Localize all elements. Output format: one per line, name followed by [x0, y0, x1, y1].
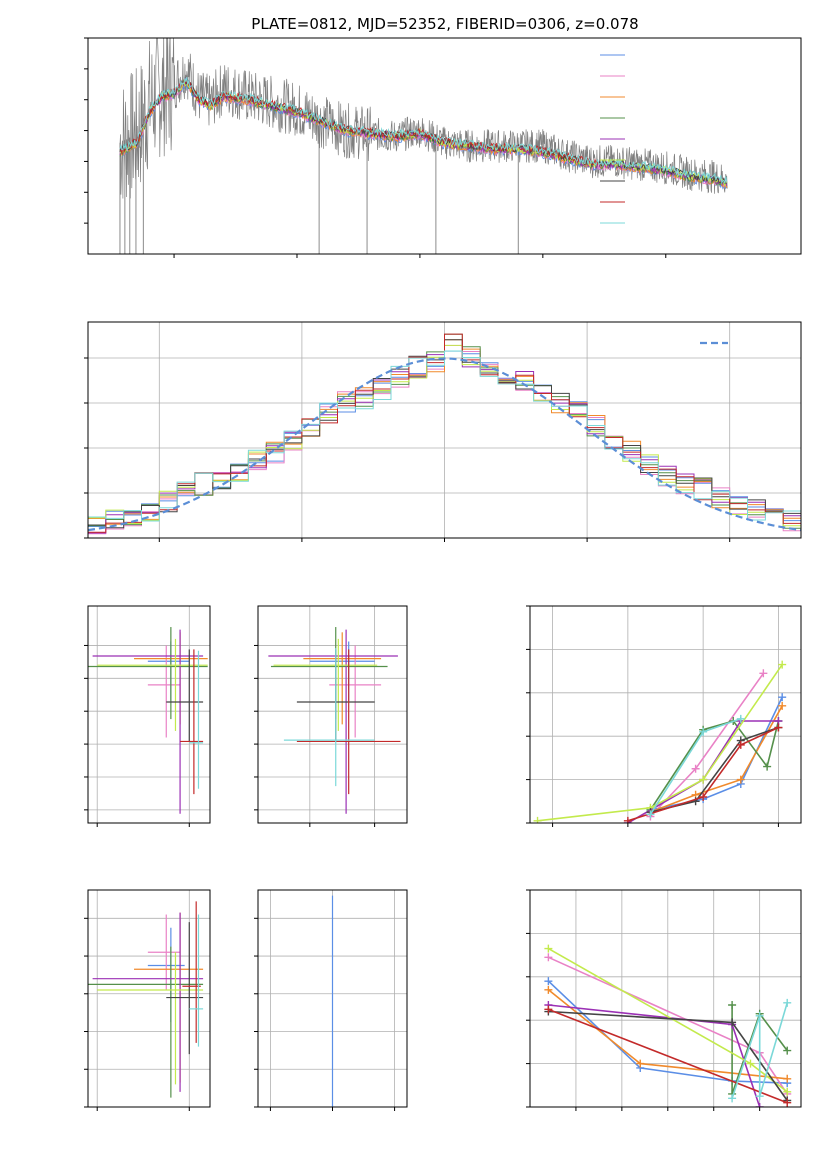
legend: [600, 54, 625, 224]
plot-area: [88, 606, 210, 823]
panel-mass-vs-Z: [84, 889, 211, 1111]
plot-area: [258, 606, 407, 823]
weight-line: [731, 1005, 788, 1095]
weight-marker: [778, 660, 787, 669]
errorbar-point: [180, 649, 204, 795]
weight-marker: [544, 985, 553, 994]
errorbar-point: [92, 629, 204, 814]
axes-frame: [257, 605, 408, 824]
axes-frame: [87, 889, 211, 1108]
weight-marker: [783, 1087, 792, 1096]
panel-age-vs-mass: [254, 605, 408, 827]
weight-marker: [783, 1046, 792, 1055]
errorbar-point: [166, 922, 204, 1055]
weight-line: [731, 1002, 788, 1099]
panel-weight-vs-Z: [526, 889, 802, 1111]
weight-marker: [699, 775, 708, 784]
plot-area: [530, 606, 801, 823]
weight-marker: [755, 1103, 764, 1107]
weight-marker: [755, 1011, 764, 1020]
errorbar-point: [189, 650, 204, 789]
errorbar-point: [189, 914, 204, 1047]
plot-area: [258, 890, 407, 1107]
weight-marker: [728, 1094, 737, 1103]
weight-marker: [623, 816, 632, 823]
weight-line: [649, 672, 765, 818]
errorbar-point: [88, 946, 204, 1098]
panel-weight-vs-age: [526, 605, 802, 827]
weight-line: [627, 720, 779, 823]
plot-area: [119, 38, 728, 254]
errorbar-point: [273, 638, 378, 731]
panel-residuals: [84, 321, 802, 542]
weight-marker: [544, 977, 553, 986]
errorbar-point: [147, 914, 181, 991]
weight-marker: [763, 762, 772, 771]
weight-marker: [736, 775, 745, 784]
errorbar-point: [182, 901, 201, 1043]
axes-frame: [87, 37, 802, 255]
errorbar-point: [97, 952, 204, 1085]
errorbar-point: [268, 629, 398, 814]
weight-marker: [778, 701, 787, 710]
weight-marker: [736, 740, 745, 749]
weight-marker: [533, 816, 542, 823]
errorbar-point: [270, 627, 388, 720]
errorbar-point: [329, 645, 382, 738]
figure-title: PLATE=0812, MJD=52352, FIBERID=0306, z=0…: [251, 15, 638, 33]
errorbar-point: [166, 649, 204, 742]
weight-marker: [755, 1092, 764, 1101]
weight-marker: [759, 669, 768, 678]
weight-line: [548, 1008, 788, 1104]
plot-area: [88, 322, 801, 538]
weight-marker: [544, 953, 553, 962]
panel-age-vs-Z: [84, 605, 211, 827]
model-spectrum: [119, 77, 599, 166]
weight-marker: [646, 810, 655, 819]
weight-line: [627, 726, 779, 822]
weight-line: [650, 705, 783, 813]
axes-frame: [529, 889, 802, 1108]
weight-marker: [544, 944, 553, 953]
weight-marker: [691, 764, 700, 773]
weight-marker: [636, 1059, 645, 1068]
model-spectrum: [119, 77, 728, 185]
weight-marker: [746, 1059, 755, 1068]
plot-area: [530, 890, 801, 1107]
data-spectrum: [119, 38, 728, 199]
errorbar-point: [147, 645, 181, 738]
axes-frame: [257, 889, 408, 1108]
axes-frame: [87, 321, 802, 539]
weight-marker: [728, 1018, 737, 1027]
weight-marker: [774, 723, 783, 732]
weight-marker: [736, 714, 745, 723]
errorbar-point: [92, 912, 204, 1092]
weight-marker: [728, 1001, 737, 1010]
weight-marker: [699, 792, 708, 801]
normal-curve: [88, 357, 801, 532]
weight-marker: [783, 1074, 792, 1083]
panel-spectrum: [84, 37, 802, 258]
weight-marker: [778, 693, 787, 702]
weight-line: [650, 696, 783, 811]
weight-marker: [783, 1098, 792, 1107]
model-spectrum: [119, 79, 728, 188]
panels: [84, 37, 802, 1111]
errorbar-point: [296, 649, 401, 795]
errorbar-point: [303, 632, 382, 725]
errorbar-point: [283, 648, 375, 787]
weight-line: [537, 664, 783, 822]
weight-marker: [783, 998, 792, 1007]
errorbar-point: [88, 627, 208, 720]
panel-mass-vs-EBV: [254, 889, 408, 1111]
axes-frame: [529, 605, 802, 824]
weight-marker: [544, 1005, 553, 1014]
weight-marker: [699, 727, 708, 736]
plot-area: [88, 890, 210, 1107]
errorbar-point: [147, 641, 190, 701]
axes-frame: [87, 605, 211, 824]
